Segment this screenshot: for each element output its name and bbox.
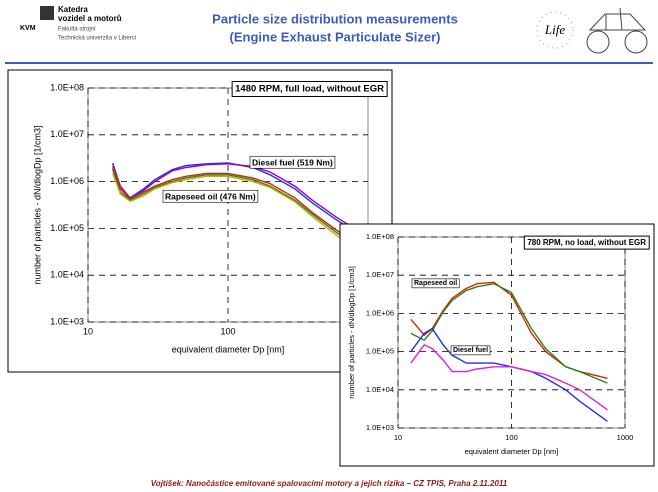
data-line [112,165,362,248]
y-tick-label: 1.0E+07 [50,129,84,139]
chart: 1.0E+03 1.0E+04 1.0E+05 1.0E+06 1.0E+07 1.0E+… [339,223,655,467]
chart: 1.0E+03 1.0E+04 1.0E+05 1.0E+06 1.0E+07 1.0E+… [7,69,393,373]
x-tick-label: 100 [220,326,235,336]
chart-title: 1480 RPM, full load, without EGR [235,84,384,95]
x-tick-label: 10 [83,326,93,336]
y-tick-label: 1.0E+04 [366,385,394,394]
annotation: Diesel fuel [453,347,488,354]
y-tick-label: 1.0E+06 [50,176,84,186]
y-tick-label: 1.0E+05 [50,223,84,233]
annotation: Rapeseed oil (476 Nm) [165,191,256,201]
header: KVM Katedra vozidel a motorů Fakulta str… [5,5,653,64]
data-line [410,327,608,422]
data-line [112,169,362,251]
chart-title: 780 RPM, no load, without EGR [527,238,646,247]
x-axis-label: equivalent diameter Dp [nm] [465,447,559,456]
x-tick-label: 100 [505,433,518,442]
slide-title: Particle size distribution measurements [212,11,458,26]
slide-title: (Engine Exhaust Particulate Sizer) [230,29,441,44]
annotation: Diesel fuel (519 Nm) [252,157,333,167]
data-line [112,173,363,254]
data-line [112,162,362,237]
annotation-box [162,189,259,203]
y-tick-label: 1.0E+03 [50,316,84,326]
y-tick-label: 1.0E+08 [366,232,394,241]
logo-mark [40,6,54,20]
car-image [586,7,648,54]
x-tick-label: 1000 [617,433,634,442]
title-box [231,81,388,98]
y-tick-label: 1.0E+05 [366,347,394,356]
university: Technická univerzita v Liberci [58,36,136,42]
y-tick-label: 1.0E+07 [366,270,394,279]
annotation: Rapeseed oil [414,280,457,287]
title-box [523,235,650,250]
x-axis-label: equivalent diameter Dp [nm] [172,344,285,354]
y-tick-label: 1.0E+06 [366,308,394,317]
department: Katedra [58,5,88,14]
logo-text: KVM [20,25,36,32]
y-tick-label: 1.0E+04 [50,270,84,280]
y-tick-label: 1.0E+03 [366,423,394,432]
plot-area [397,236,626,429]
y-tick-label: 1.0E+08 [50,82,84,92]
department: vozidel a motorů [58,14,122,23]
data-line [410,344,608,411]
faculty: Fakulta strojní [58,27,96,33]
y-axis-label: number of particles - dN/dlogDp [1/cm3] [347,266,356,399]
x-tick-label: 10 [394,433,402,442]
logo-stars [536,11,574,49]
logo-right: Life [544,22,565,37]
y-axis-label: number of particles - dN/dlogDp [1/cm3] [32,125,42,284]
annotation-box [249,155,336,169]
data-line [410,282,608,384]
annotation-box [450,345,491,356]
annotation-box [411,278,460,289]
footer: Vojtíšek: Nanočástice emitované spalovac… [151,479,508,488]
